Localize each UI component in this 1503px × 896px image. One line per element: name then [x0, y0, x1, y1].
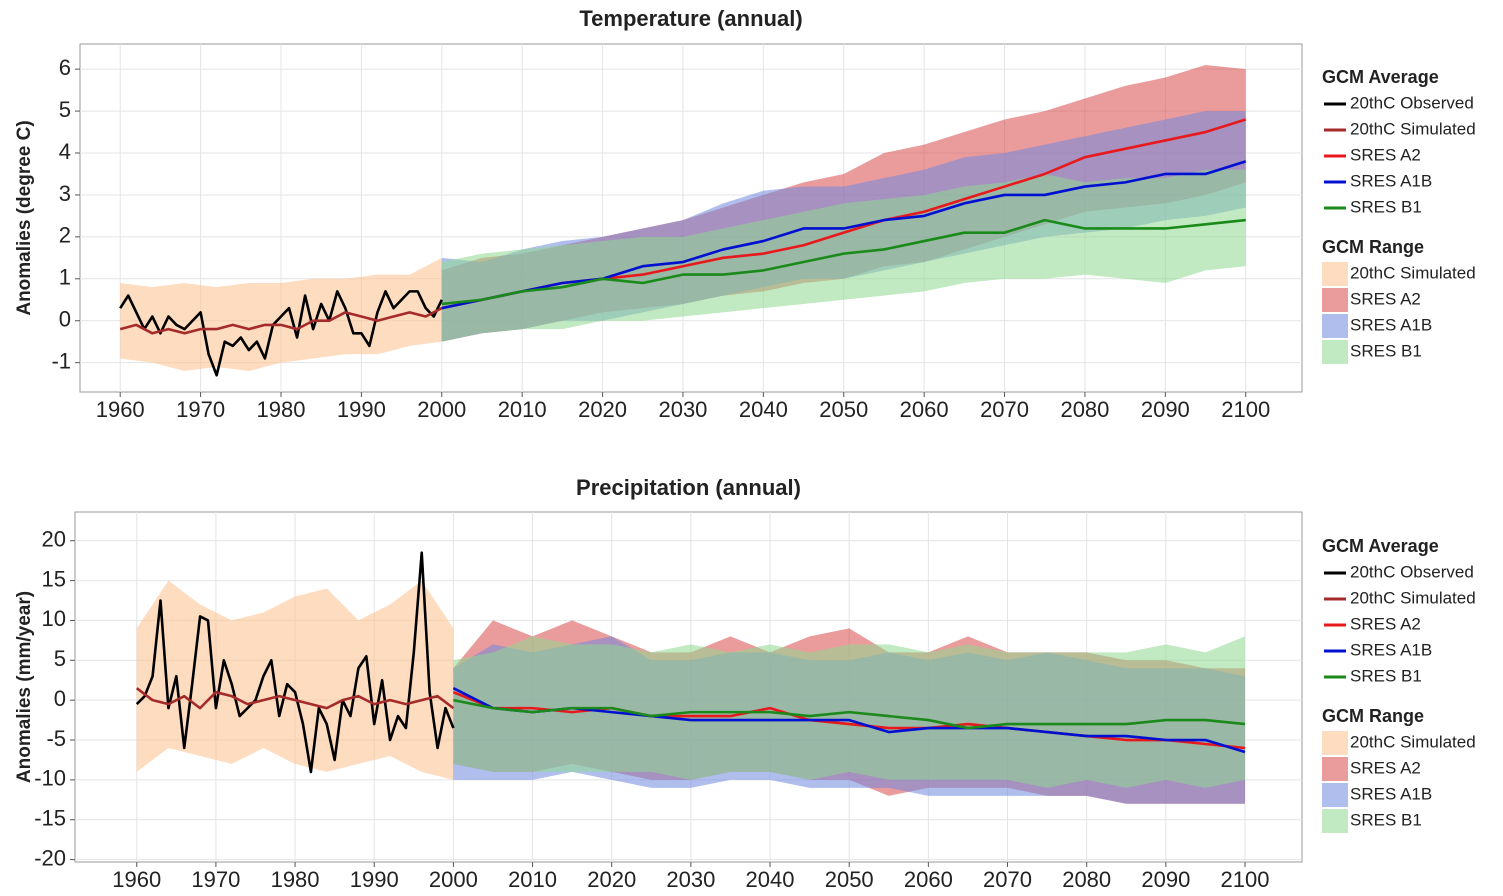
- y-tick-label: 4: [59, 139, 71, 164]
- legend-label: SRES A2: [1350, 289, 1421, 308]
- x-tick-label: 2080: [1060, 397, 1109, 422]
- x-tick-label: 2070: [983, 867, 1032, 892]
- x-tick-label: 2040: [739, 397, 788, 422]
- y-tick-label: 5: [54, 646, 66, 671]
- y-tick-label: -1: [51, 348, 71, 373]
- series-line: [119, 306, 443, 335]
- series-line: [135, 687, 455, 710]
- x-tick-label: 1990: [337, 397, 386, 422]
- legend-label: SRES A1B: [1350, 171, 1432, 190]
- x-tick-label: 1980: [271, 867, 320, 892]
- x-tick-label: 2060: [900, 397, 949, 422]
- series-line: [135, 551, 455, 774]
- y-tick-label: -15: [34, 806, 66, 831]
- legend-swatch: [1322, 314, 1348, 338]
- x-tick-label: 2070: [980, 397, 1029, 422]
- y-tick-label: 5: [59, 97, 71, 122]
- legend-title: GCM Range: [1322, 237, 1424, 257]
- y-tick-label: 0: [54, 686, 66, 711]
- legend-label: 20thC Simulated: [1350, 263, 1476, 282]
- legend-swatch: [1322, 262, 1348, 286]
- x-tick-label: 2000: [417, 397, 466, 422]
- legend-swatch: [1322, 783, 1348, 807]
- x-tick-label: 2100: [1221, 397, 1270, 422]
- x-tick-label: 1960: [96, 397, 145, 422]
- legend-label: 20thC Simulated: [1350, 588, 1476, 607]
- series-line: [441, 160, 1247, 310]
- y-tick-label: 0: [59, 307, 71, 332]
- y-tick-label: 15: [42, 566, 66, 591]
- series-line: [441, 218, 1246, 306]
- legend-title: GCM Average: [1322, 67, 1439, 87]
- legend-label: SRES B1: [1350, 666, 1422, 685]
- legend-label: SRES B1: [1350, 197, 1422, 216]
- y-tick-label: 2: [59, 223, 71, 248]
- series-line: [452, 687, 1246, 754]
- y-tick-label: -5: [46, 726, 66, 751]
- chart-title: Temperature (annual): [579, 6, 802, 31]
- x-tick-label: 2060: [904, 867, 953, 892]
- legend-label: 20thC Simulated: [1350, 732, 1476, 751]
- legend-swatch: [1322, 288, 1348, 312]
- legend-swatch: [1322, 809, 1348, 833]
- y-tick-label: 3: [59, 181, 71, 206]
- legend-swatch: [1322, 731, 1348, 755]
- legend-label: 20thC Simulated: [1350, 119, 1476, 138]
- y-tick-label: 1: [59, 265, 71, 290]
- y-tick-label: -20: [34, 845, 66, 870]
- x-tick-label: 1980: [257, 397, 306, 422]
- legend-title: GCM Range: [1322, 706, 1424, 726]
- legend-label: SRES A2: [1350, 614, 1421, 633]
- x-tick-label: 2010: [508, 867, 557, 892]
- x-tick-label: 2040: [746, 867, 795, 892]
- range-band: [136, 580, 454, 780]
- legend-label: SRES A2: [1350, 758, 1421, 777]
- legend-label: SRES A1B: [1350, 640, 1432, 659]
- x-tick-label: 2090: [1141, 397, 1190, 422]
- x-tick-label: 2010: [498, 397, 547, 422]
- legend-label: 20thC Observed: [1350, 93, 1474, 112]
- legend-label: 20thC Observed: [1350, 562, 1474, 581]
- x-tick-label: 2050: [819, 397, 868, 422]
- y-tick-label: 6: [59, 55, 71, 80]
- x-tick-label: 2100: [1221, 867, 1270, 892]
- y-axis-label: Anomalies (degree C): [14, 120, 35, 315]
- legend-label: SRES A2: [1350, 145, 1421, 164]
- range-band: [120, 257, 442, 372]
- x-tick-label: 1970: [191, 867, 240, 892]
- x-tick-label: 1960: [112, 867, 161, 892]
- y-tick-label: 20: [42, 527, 66, 552]
- legend-label: SRES B1: [1350, 810, 1422, 829]
- range-band: [441, 169, 1246, 342]
- y-tick-label: 10: [42, 606, 66, 631]
- series-line: [119, 290, 443, 377]
- x-tick-label: 2090: [1141, 867, 1190, 892]
- x-tick-label: 2030: [658, 397, 707, 422]
- legend-title: GCM Average: [1322, 536, 1439, 556]
- x-tick-label: 2080: [1062, 867, 1111, 892]
- x-tick-label: 2020: [578, 397, 627, 422]
- series-line: [453, 698, 1246, 730]
- x-tick-label: 1990: [350, 867, 399, 892]
- x-tick-label: 1970: [176, 397, 225, 422]
- legend-label: SRES A1B: [1350, 315, 1432, 334]
- legend-swatch: [1322, 757, 1348, 781]
- series-line: [452, 690, 1246, 750]
- chart-title: Precipitation (annual): [576, 475, 801, 500]
- x-tick-label: 2030: [666, 867, 715, 892]
- y-tick-label: -10: [34, 766, 66, 791]
- x-tick-label: 2020: [587, 867, 636, 892]
- x-tick-label: 2000: [429, 867, 478, 892]
- legend-label: SRES A1B: [1350, 784, 1432, 803]
- legend-label: SRES B1: [1350, 341, 1422, 360]
- x-tick-label: 2050: [825, 867, 874, 892]
- legend-swatch: [1322, 340, 1348, 364]
- y-axis-label: Anomalies (mm/year): [14, 591, 35, 783]
